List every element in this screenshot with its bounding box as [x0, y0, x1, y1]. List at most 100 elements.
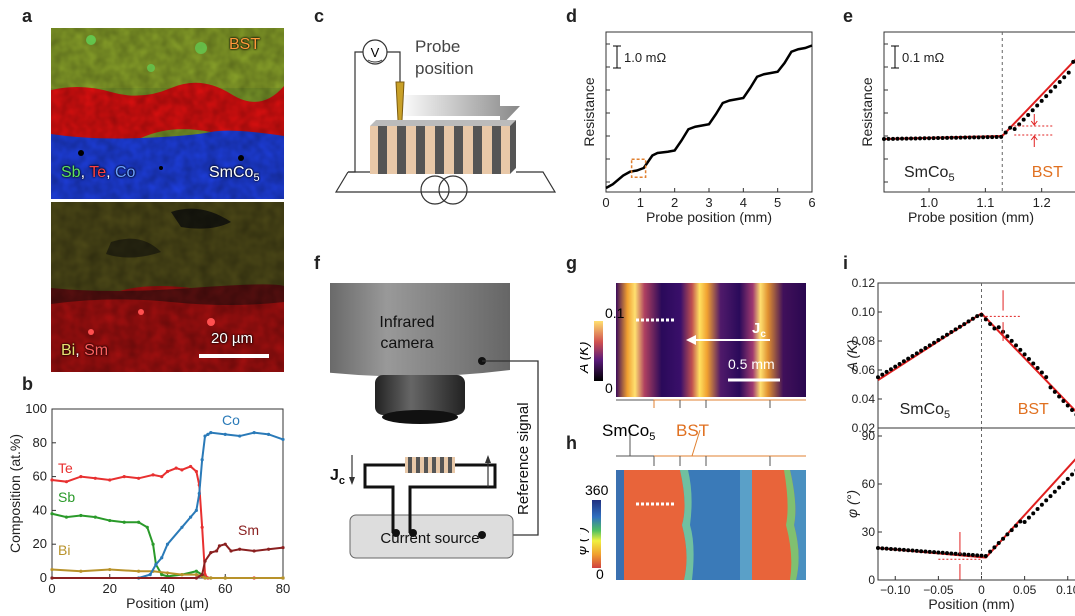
sample-stripe [448, 457, 452, 473]
element-label: , [80, 164, 90, 181]
tick-label: 0.12 [852, 276, 876, 290]
data-point [189, 515, 193, 519]
data-point [919, 348, 924, 353]
data-point [1003, 130, 1008, 135]
data-point [108, 567, 112, 572]
amplitude-colorbar [594, 321, 603, 381]
data-point [252, 549, 256, 553]
data-point [1014, 523, 1018, 528]
data-point [1048, 89, 1053, 94]
data-point [1039, 502, 1044, 507]
data-point [1021, 117, 1026, 122]
data-point [1008, 125, 1013, 130]
y-axis-label: Resistance [859, 77, 875, 146]
data-point [137, 569, 141, 573]
chart-composition: 0 20 40 60 80 0 20 40 60 80 100 Position (µm) Compos… [7, 401, 290, 611]
data-point [189, 464, 193, 469]
chart-lockin: 0.02 0.04 0.06 0.08 0.10 0.12 SmCo5 BST A (K) 0 30… [845, 276, 1075, 612]
data-point [886, 136, 891, 141]
data-point [214, 549, 219, 553]
data-point [165, 469, 170, 474]
region-label-smco: SmCo5 [904, 164, 955, 184]
data-point [1048, 494, 1053, 499]
data-point [180, 525, 184, 529]
data-point [976, 135, 981, 140]
scale-bar-label: 1.0 mΩ [624, 50, 667, 65]
data-point [985, 135, 990, 140]
panel-label-i: i [843, 253, 849, 273]
element-label: Sb [61, 164, 81, 181]
series-line-co [52, 431, 284, 579]
scale-bar-label: 0.1 mΩ [902, 50, 945, 65]
data-point [945, 135, 950, 140]
voltmeter: V [362, 39, 388, 65]
data-point [958, 135, 963, 140]
current-source-box [349, 514, 514, 559]
data-point [1044, 498, 1049, 503]
data-point [1057, 80, 1062, 84]
tick-label: 80 [33, 435, 47, 450]
data-point [909, 136, 914, 141]
region-label-smco: SmCo5 [602, 421, 655, 443]
data-point [1062, 75, 1067, 80]
data-point [238, 547, 242, 551]
probe-tip [395, 81, 405, 128]
data-point [266, 547, 271, 551]
data-point [897, 361, 902, 366]
tick-label: 0.06 [852, 363, 876, 377]
data-point [151, 473, 155, 477]
region-label-bst: BST [1018, 401, 1049, 418]
data-point [1057, 394, 1062, 399]
y-axis-label: Composition (at.%) [7, 434, 23, 553]
data-point [165, 571, 170, 575]
data-point [1061, 481, 1066, 486]
tick-label: 0.04 [852, 392, 876, 406]
micrograph-composite [51, 28, 284, 199]
region-brackets: SmCo5 BST [602, 399, 806, 466]
data-point [979, 553, 984, 558]
data-point [1035, 366, 1040, 371]
data-point [949, 551, 954, 556]
data-point [122, 520, 126, 524]
phase-map: 360 0 φ (°) [580, 470, 806, 582]
data-point [180, 468, 184, 472]
data-point [64, 480, 69, 484]
data-point [50, 567, 54, 572]
tick-label: 3 [705, 195, 712, 210]
phase-colorbar-min: 0 [596, 566, 604, 582]
data-point [160, 475, 164, 479]
data-point [988, 321, 993, 326]
data-point [936, 338, 941, 343]
series-label-bi: Bi [58, 542, 70, 558]
camera-label-line1: Infrared [379, 314, 434, 331]
sample-bar [370, 120, 516, 174]
probe-position-line2: position [415, 59, 474, 78]
data-point [888, 546, 893, 551]
data-point [229, 549, 233, 553]
data-point [200, 458, 204, 462]
sample-strip [405, 457, 455, 473]
data-point [50, 512, 54, 516]
x-axis-label: Probe position (mm) [908, 209, 1034, 225]
data-point [936, 136, 941, 141]
data-point [160, 556, 164, 560]
data-point [203, 573, 207, 577]
tick-label: 100 [25, 401, 47, 416]
micrograph-sb-te-co: BST Sb, Te, Co SmCo5 [51, 28, 284, 199]
element-label: , [106, 164, 115, 181]
tick-label: 40 [33, 502, 47, 517]
data-point [1031, 511, 1036, 516]
data-point [897, 547, 902, 552]
amplitude-colorbar-max: 0.1 [605, 305, 625, 321]
tick-label: 1 [637, 195, 644, 210]
data-point [888, 367, 893, 372]
data-point [1005, 532, 1010, 537]
tick-label: 60 [218, 581, 232, 596]
data-point [64, 515, 69, 519]
sample-stripe [473, 126, 482, 174]
series-label-sm: Sm [238, 522, 259, 538]
data-point [923, 549, 928, 554]
scale-label-g: 0.5 mm [728, 356, 775, 372]
sample-stripe [416, 457, 420, 473]
data-point [203, 576, 207, 580]
